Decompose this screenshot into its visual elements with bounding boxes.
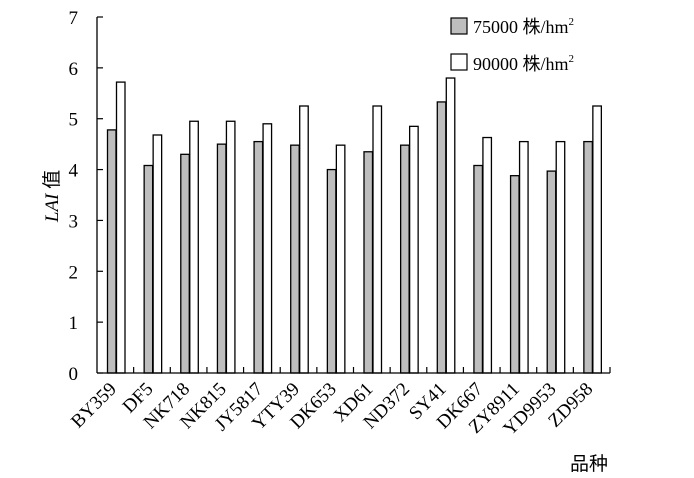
bar-DK667-series-1: [473, 164, 484, 374]
y-tick-label: 1: [69, 313, 79, 334]
bar-NK815-series-2: [225, 120, 236, 374]
bar-ZD958-series-2: [592, 105, 603, 374]
y-axis-title: LAI 值: [41, 170, 63, 223]
y-axis-title-plain: 值: [41, 170, 63, 194]
bar-ND372-series-2: [408, 125, 419, 374]
bar-ZD958-series-1: [583, 140, 594, 374]
bar-XD61-series-2: [372, 105, 383, 374]
bar-XD61-series-1: [363, 151, 374, 374]
bar-YD9953-series-2: [555, 140, 566, 374]
y-tick-label: 7: [69, 8, 79, 29]
bar-DK653-series-2: [335, 144, 346, 374]
bar-ND372-series-1: [399, 144, 410, 374]
axes-layer: [96, 17, 611, 374]
x-axis-title: 品种: [570, 453, 608, 475]
bar-SY41-series-2: [445, 77, 456, 374]
legend: 75000 株/hm2 90000 株/hm2: [450, 16, 574, 74]
y-ticks-layer: 0 1 2 3 4 5 6 7: [69, 8, 103, 385]
bar-NK718-series-1: [180, 153, 190, 374]
legend-label-90000-main: 90000 株/hm: [473, 54, 569, 74]
legend-label-75000-main: 75000 株/hm: [473, 17, 569, 37]
bar-ZY8911-series-2: [518, 140, 529, 374]
bar-DK667-series-2: [482, 136, 493, 374]
bar-YTY39-series-1: [290, 144, 300, 374]
bar-DF5-series-1: [143, 164, 154, 374]
bar-JY5817-series-1: [253, 140, 264, 374]
bar-NK815-series-1: [216, 143, 227, 374]
x-category-label: BY359: [67, 379, 121, 433]
bars-layer: [106, 77, 603, 374]
bar-SY41-series-1: [436, 101, 447, 374]
y-tick-label: 0: [69, 364, 79, 385]
y-tick-label: 3: [69, 211, 79, 232]
bar-BY359-series-1: [106, 129, 117, 374]
bar-YD9953-series-1: [546, 170, 557, 374]
bar-BY359-series-2: [115, 81, 126, 374]
legend-swatch-75000: [450, 17, 468, 35]
bar-ZY8911-series-1: [509, 175, 520, 374]
y-axis-title-italic: LAI: [42, 192, 63, 223]
bar-JY5817-series-2: [262, 123, 273, 374]
bar-NK718-series-2: [189, 120, 199, 374]
bar-DF5-series-2: [152, 134, 163, 374]
y-tick-label: 5: [69, 110, 79, 131]
legend-swatch-90000: [450, 53, 468, 71]
legend-label-90000-sup: 2: [569, 53, 575, 65]
y-tick-label: 4: [69, 161, 79, 182]
legend-label-75000: 75000 株/hm2: [473, 16, 574, 37]
y-tick-label: 2: [69, 262, 79, 283]
y-tick-label: 6: [69, 59, 79, 80]
bar-YTY39-series-2: [299, 105, 309, 374]
bar-DK653-series-1: [326, 168, 337, 374]
legend-label-75000-sup: 2: [569, 16, 575, 28]
legend-label-90000: 90000 株/hm2: [473, 53, 574, 74]
category-labels-layer: BY359DF5NK718NK815JY5817YTY39DK653XD61ND…: [67, 379, 597, 440]
